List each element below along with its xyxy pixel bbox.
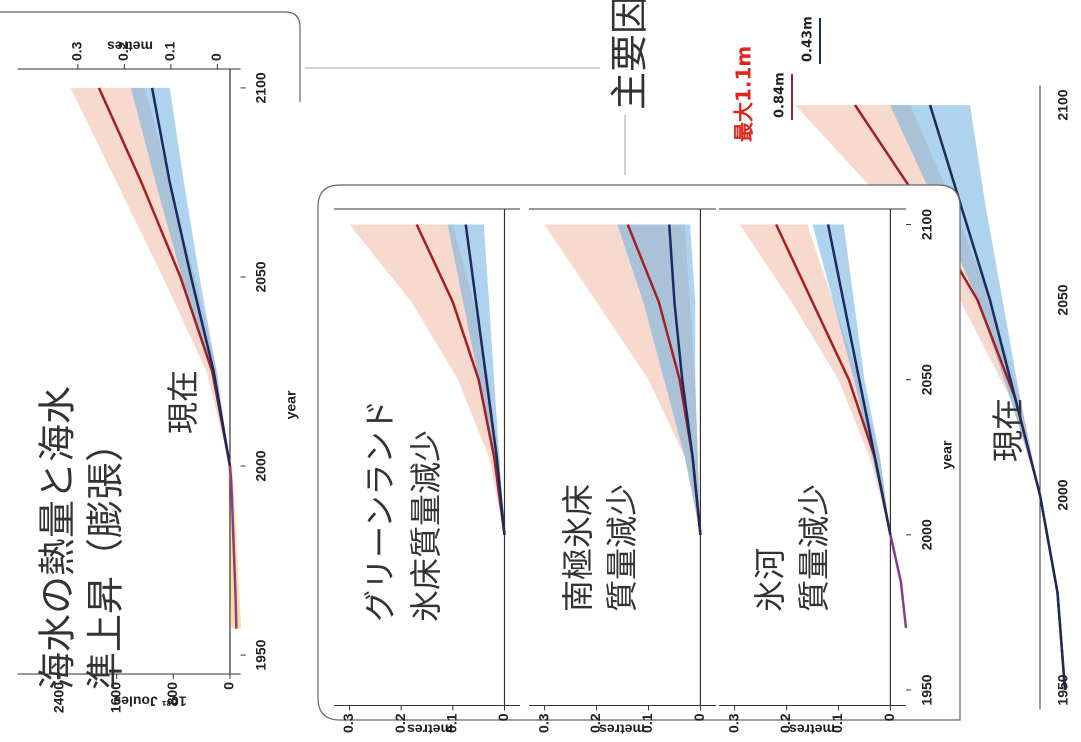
uncertainty-band: [617, 224, 701, 535]
x-tick-label: 2000: [253, 450, 269, 481]
series-line: [464, 224, 506, 535]
uncertainty-band: [739, 224, 891, 535]
y-tick-label: 800: [164, 682, 180, 706]
panel-title: 南極氷床: [559, 484, 597, 612]
x-axis-label: year: [283, 390, 299, 419]
y-tick-label: 0.2: [392, 713, 408, 733]
annotation: 0.43m: [801, 16, 816, 62]
panel-title: グリーンランド: [361, 400, 399, 622]
y-tick-label: 0.3: [725, 713, 741, 733]
uncertainty-band: [130, 87, 230, 467]
x-tick-label: 1950: [253, 639, 269, 670]
x-tick-label: 2100: [919, 209, 935, 240]
series-line: [889, 534, 908, 629]
panel-title: 氷河: [751, 548, 789, 612]
y-tick-label: 0.2: [777, 713, 793, 733]
y2-tick-label: 0: [208, 53, 224, 61]
series-line: [826, 224, 892, 536]
y-tick-label: 0.3: [535, 713, 551, 733]
x-tick-label: 1950: [919, 674, 935, 705]
panel-title: 海水の熱量と海水: [36, 386, 80, 690]
panel-title: 質量減少: [795, 484, 833, 612]
y2-tick-label: 0.3: [69, 41, 85, 61]
y-tick-label: 0: [691, 713, 707, 721]
annotation: 最大1.1m: [732, 46, 756, 142]
y-tick-label: 0: [221, 682, 237, 690]
uncertainty-band: [812, 224, 891, 535]
series-line: [668, 224, 702, 535]
series-line: [228, 465, 238, 629]
x-tick-label: 2000: [1055, 479, 1071, 510]
x-tick-label: 2100: [253, 72, 269, 103]
x-tick-label: 1950: [1055, 674, 1071, 705]
x-tick-label: 2050: [919, 364, 935, 395]
panel-title: 準上昇（膨張）: [84, 424, 128, 690]
uncertainty-band: [890, 105, 1065, 690]
y-tick-label: 0.3: [340, 713, 356, 733]
panel-title: 氷床質量減少: [407, 430, 445, 622]
panel-frame: [0, 11, 301, 102]
y-tick-label: 0.1: [444, 713, 460, 733]
y-axis-label: 10²¹ Joules: [113, 693, 186, 709]
annotation: 現在: [164, 370, 202, 434]
uncertainty-band: [447, 224, 505, 535]
section-header: 主要因: [608, 0, 652, 110]
y2-tick-label: 0.2: [115, 41, 131, 61]
y-tick-label: 1600: [107, 682, 123, 713]
panel-title: 質量減少: [603, 484, 641, 612]
y-axis-label: metres: [599, 721, 645, 737]
y-tick-label: 0: [495, 713, 511, 721]
y2-axis-label: metres: [107, 38, 153, 54]
x-tick-label: 2100: [1055, 89, 1071, 120]
series-line: [150, 87, 232, 467]
y-tick-label: 0.2: [587, 713, 603, 733]
y-tick-label: 0.1: [829, 713, 845, 733]
y-axis-label: metres: [789, 721, 835, 737]
x-tick-label: 2000: [919, 519, 935, 550]
annotation: 0.84m: [773, 72, 788, 118]
charts: 主要因 最大1.1m 0.84m 0.43m 0 800 1600 2400 0 0.1 0.2 0.…: [17, 0, 955, 737]
y-tick-label: 2400: [51, 682, 67, 713]
uncertainty-band: [70, 87, 230, 467]
x-tick-label: 2050: [1055, 284, 1071, 315]
x-tick-label: 2050: [253, 261, 269, 292]
y-tick-label: 0.1: [639, 713, 655, 733]
series-line: [415, 223, 506, 535]
y-axis-label: metres: [407, 721, 453, 737]
y2-tick-label: 0.1: [162, 41, 178, 61]
annotation: 現在: [989, 398, 1027, 462]
y-tick-label: 0: [881, 713, 897, 721]
x-axis-label: year: [939, 440, 955, 469]
